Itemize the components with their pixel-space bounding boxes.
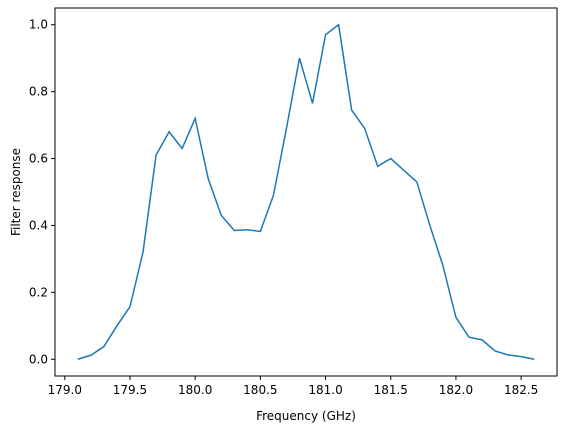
y-tick-label: 0.0 bbox=[29, 352, 48, 366]
x-tick-label: 179.5 bbox=[113, 383, 147, 397]
x-tick-label: 180.0 bbox=[178, 383, 212, 397]
y-tick-label: 0.4 bbox=[29, 218, 48, 232]
data-line bbox=[77, 23, 535, 361]
plot-frame bbox=[54, 7, 558, 377]
x-tick-label: 181.5 bbox=[374, 383, 408, 397]
x-tick-label: 182.0 bbox=[439, 383, 473, 397]
y-tick-label: 0.2 bbox=[29, 285, 48, 299]
y-tick-label: 0.8 bbox=[29, 85, 48, 99]
x-axis-label: Frequency (GHz) bbox=[256, 409, 356, 423]
y-axis-label: Filter response bbox=[9, 148, 23, 236]
x-tick-label: 182.5 bbox=[504, 383, 538, 397]
x-tick-label: 179.0 bbox=[48, 383, 82, 397]
x-tick-label: 180.5 bbox=[243, 383, 277, 397]
x-tick-label: 181.0 bbox=[308, 383, 342, 397]
y-tick-label: 0.6 bbox=[29, 152, 48, 166]
y-tick-label: 1.0 bbox=[29, 18, 48, 32]
